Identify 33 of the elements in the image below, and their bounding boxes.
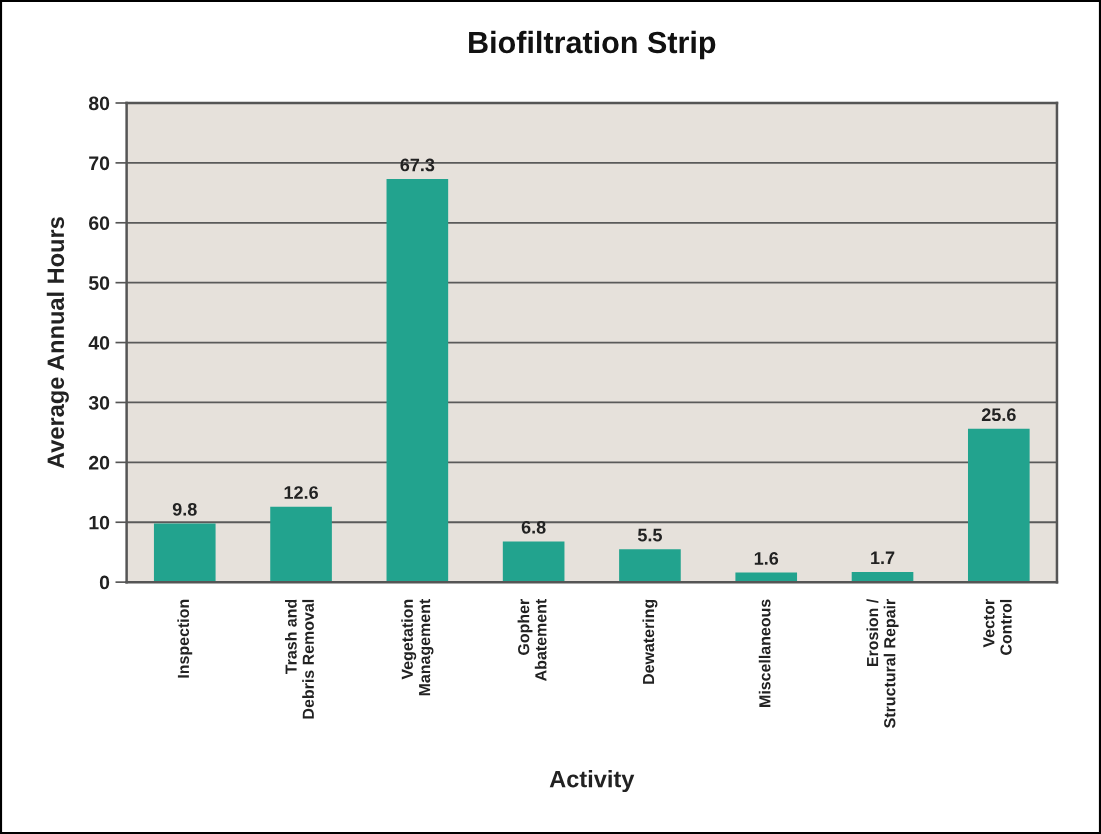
x-tick-label: Erosion / Structural Repair: [866, 598, 899, 728]
x-tick-label: Vegetation Management: [401, 598, 434, 696]
x-tick-label: Vector Control: [983, 599, 1012, 655]
y-tick-label: 80: [88, 96, 110, 111]
bar: [968, 428, 1030, 583]
y-tick-label: 0: [99, 575, 110, 590]
y-tick-label: 50: [88, 276, 110, 290]
bar: [502, 541, 565, 583]
x-tick-label: Gopher Abatement: [517, 598, 547, 681]
data-label: 1.7: [871, 551, 895, 565]
chart-title: Biofiltration Strip: [469, 30, 716, 60]
y-axis-title: Average Annual Hours: [46, 217, 69, 469]
y-tick-label: 40: [88, 336, 110, 350]
y-tick-label: 70: [89, 156, 110, 171]
data-label: 12.6: [284, 486, 318, 499]
data-label: 25.6: [981, 408, 1016, 422]
bar: [619, 549, 681, 583]
data-label: 6.8: [521, 520, 546, 534]
bar: [386, 179, 449, 583]
x-tick-label: Dewatering: [642, 599, 658, 684]
x-tick-label: Trash and Debris Removal: [285, 599, 314, 719]
bar: [270, 506, 332, 583]
x-tick-label: Inspection: [177, 599, 193, 678]
y-tick-label: 20: [89, 455, 110, 470]
data-label: 5.5: [637, 528, 662, 542]
x-tick-label: Miscellaneous: [758, 599, 771, 707]
data-label: 9.8: [172, 502, 197, 516]
y-tick-label: 30: [88, 395, 110, 410]
x-axis-title: Activity: [549, 770, 635, 793]
y-tick-label: 10: [89, 515, 110, 530]
y-tick-label: 60: [89, 216, 110, 231]
data-label: 1.6: [754, 552, 779, 565]
bar: [153, 523, 216, 583]
